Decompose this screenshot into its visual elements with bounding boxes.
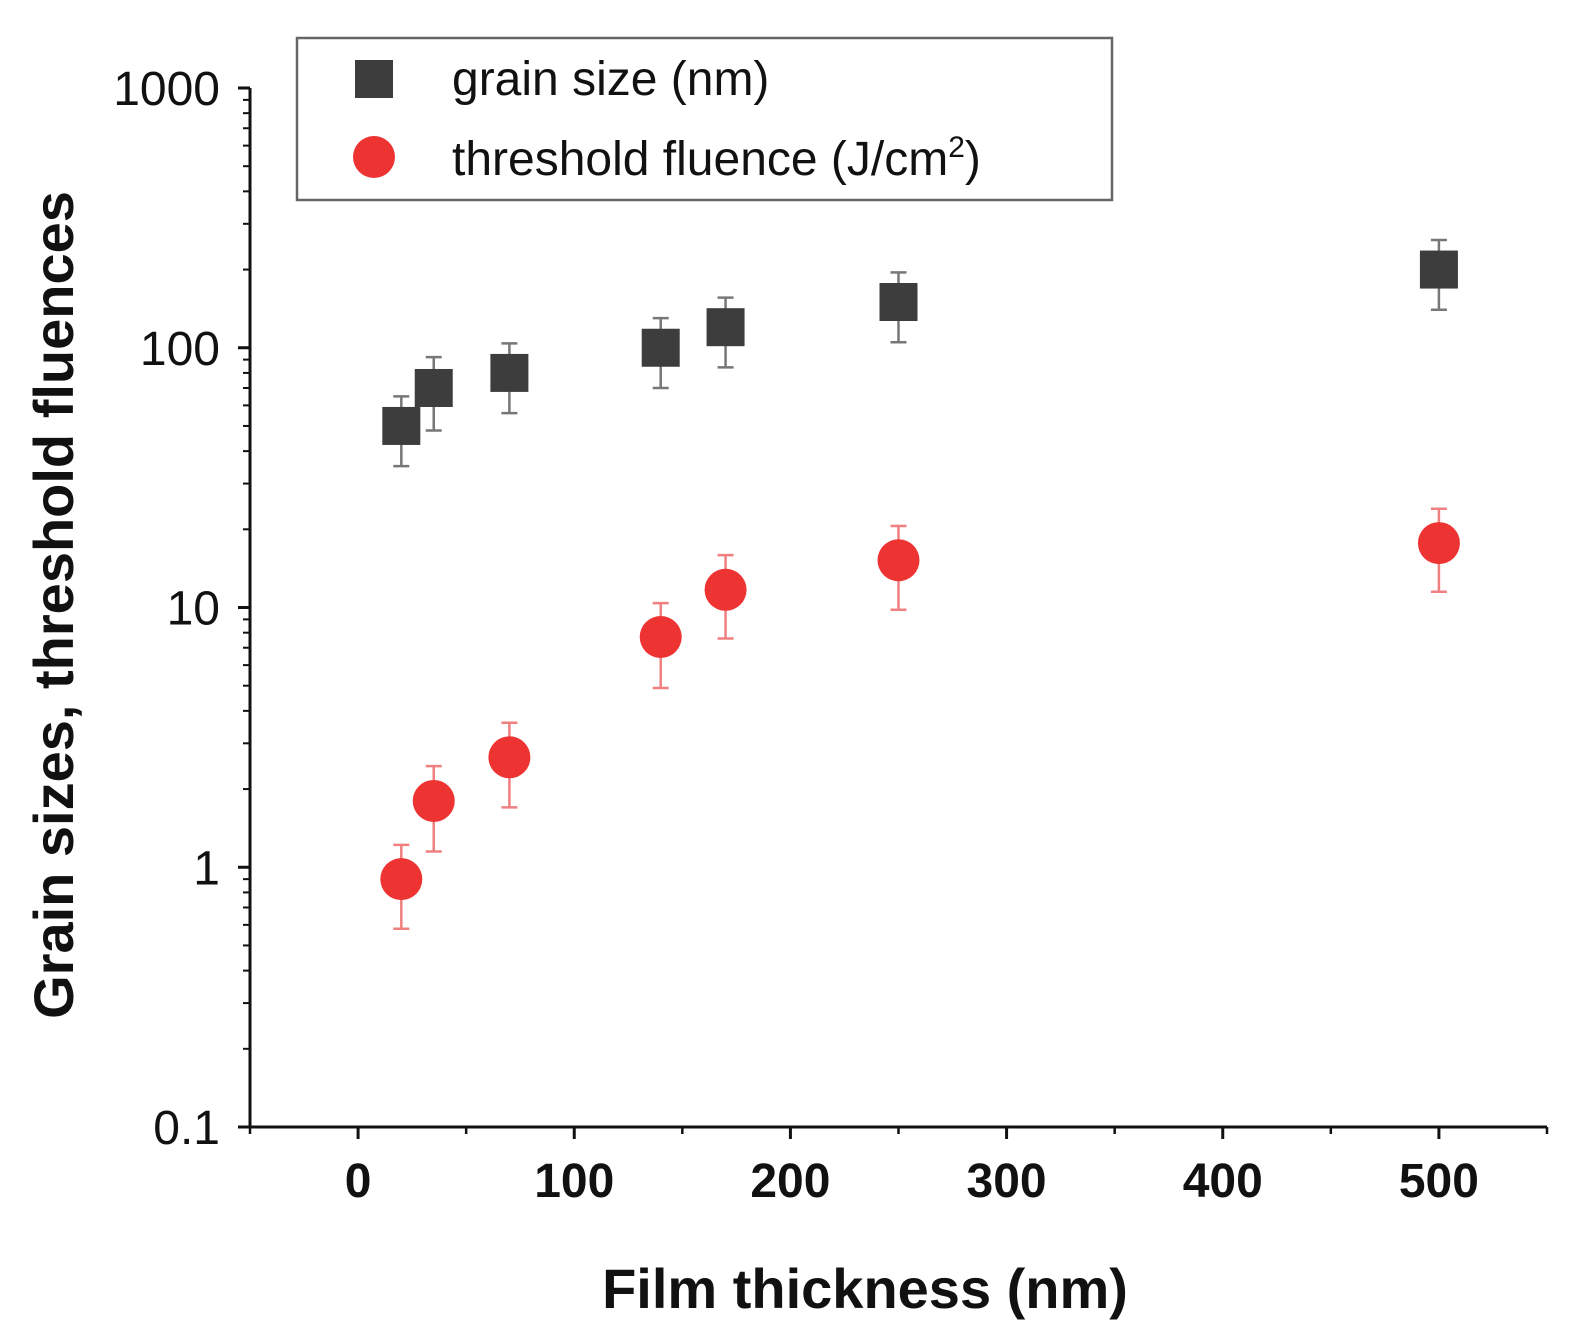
legend-label-grain-size: grain size (nm)	[452, 53, 769, 106]
threshold-fluence-point	[380, 858, 423, 901]
error-bars	[393, 238, 1447, 930]
y-tick-label: 100	[140, 323, 220, 376]
threshold-fluence-point	[1417, 522, 1460, 565]
grain-size-point	[879, 283, 918, 322]
legend-label-threshold-suffix: )	[965, 133, 981, 186]
legend-square-marker	[355, 60, 393, 98]
threshold-fluence-point	[704, 568, 747, 611]
grain-size-point	[414, 368, 453, 407]
ticks: 0 100 200 300 400 500 0.1 1 10 100 1000	[113, 63, 1549, 1208]
legend-frame	[295, 36, 1114, 202]
x-tick-label: 300	[967, 1155, 1047, 1208]
grain-size-point	[490, 353, 529, 392]
legend-label-threshold-fluence: threshold fluence (J/cm2)	[452, 131, 981, 186]
threshold-fluence-point	[639, 615, 682, 658]
x-tick-label: 200	[750, 1155, 830, 1208]
data-points	[380, 250, 1460, 901]
legend-label-threshold-main: threshold fluence (J/cm	[452, 133, 948, 186]
x-tick-label: 400	[1183, 1155, 1263, 1208]
threshold-fluence-point	[488, 736, 531, 779]
y-tick-label: 1000	[113, 63, 220, 116]
x-tick-label: 0	[345, 1155, 372, 1208]
x-tick-label: 500	[1399, 1155, 1479, 1208]
threshold-fluence-point	[877, 539, 920, 582]
y-axis-title: Grain sizes, threshold fluences	[22, 191, 85, 1019]
grain-size-point	[1419, 250, 1458, 289]
x-axis-title: Film thickness (nm)	[602, 1257, 1128, 1320]
threshold-fluence-point	[412, 779, 455, 822]
grain-size-point	[641, 328, 680, 367]
y-tick-label: 0.1	[153, 1102, 220, 1155]
legend: grain size (nm) threshold fluence (J/cm2…	[295, 36, 1114, 202]
y-tick-label: 10	[167, 583, 220, 636]
grain-size-point	[382, 406, 421, 445]
grain-size-point	[706, 308, 745, 347]
x-tick-label: 100	[534, 1155, 614, 1208]
legend-label-threshold-superscript: 2	[948, 131, 965, 164]
legend-circle-marker	[353, 136, 395, 178]
y-tick-label: 1	[193, 842, 220, 895]
